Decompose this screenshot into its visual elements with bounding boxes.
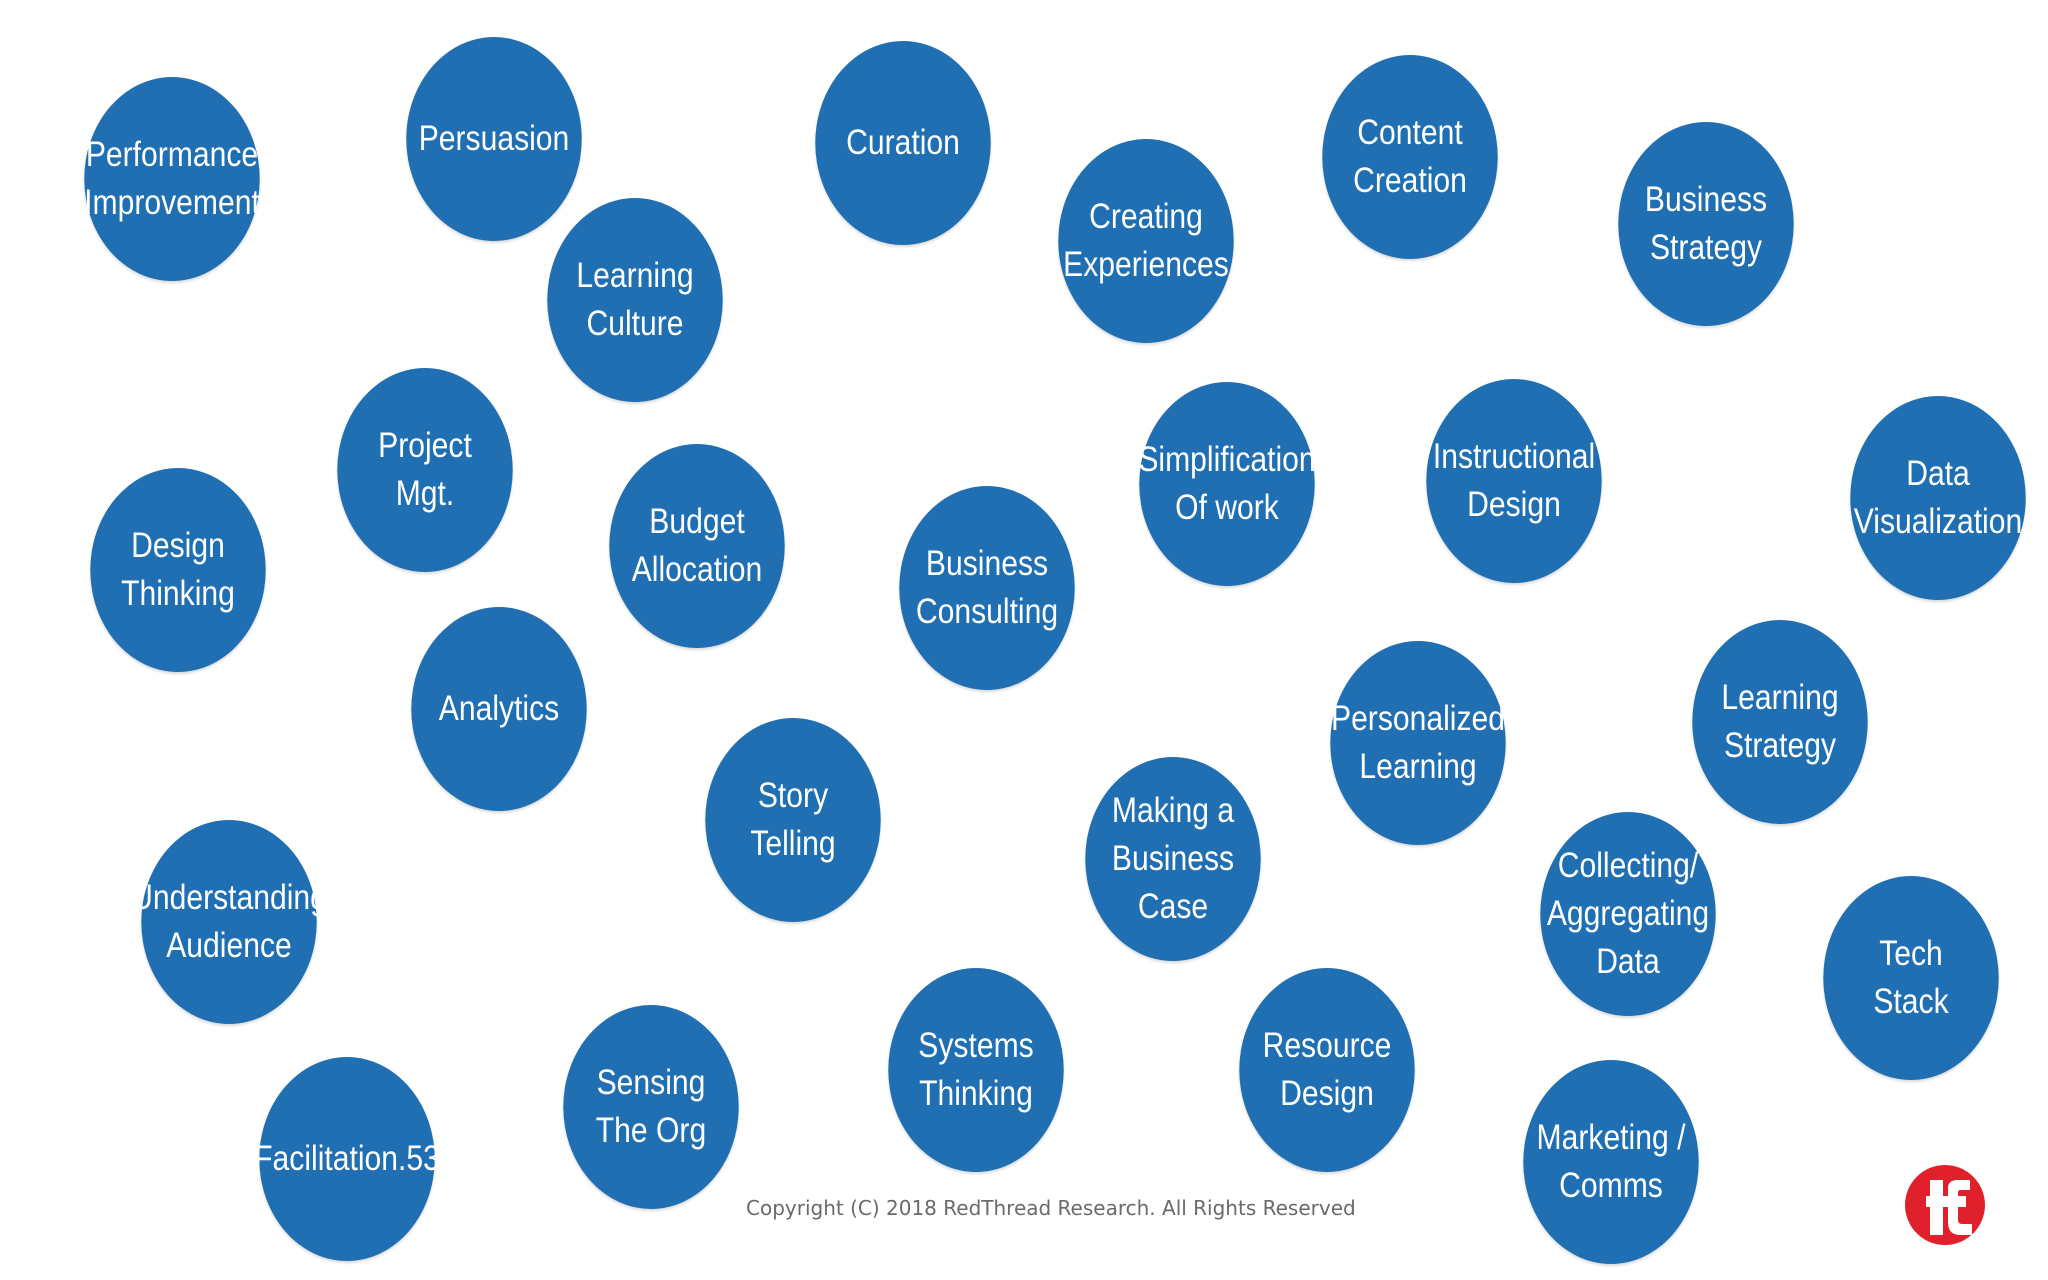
- bubble-project-mgt: Project Mgt.: [337, 368, 513, 572]
- bubble-learning-culture: Learning Culture: [547, 198, 723, 402]
- bubble-design-thinking: Design Thinking: [90, 468, 266, 672]
- bubble-content-creation: Content Creation: [1322, 55, 1498, 259]
- bubble-business-consulting: Business Consulting: [899, 486, 1075, 690]
- bubble-data-visualization: Data Visualization: [1850, 396, 2026, 600]
- redthread-logo-icon: [1905, 1165, 1985, 1245]
- bubble-creating-experiences: Creating Experiences: [1058, 139, 1234, 343]
- bubble-sensing-the-org: Sensing The Org: [563, 1005, 739, 1209]
- bubble-curation: Curation: [815, 41, 991, 245]
- bubble-learning-strategy: Learning Strategy: [1692, 620, 1868, 824]
- bubble-simplification-of-work: Simplification Of work: [1138, 382, 1316, 586]
- bubble-systems-thinking: Systems Thinking: [888, 968, 1064, 1172]
- bubble-budget-allocation: Budget Allocation: [609, 444, 785, 648]
- bubble-persuasion: Persuasion: [406, 37, 582, 241]
- bubble-performance-improvement: Performance Improvement: [84, 77, 260, 281]
- copyright-notice: Copyright (C) 2018 RedThread Research. A…: [746, 1196, 1356, 1220]
- bubble-marketing-comms: Marketing / Comms: [1523, 1060, 1699, 1264]
- bubble-tech-stack: Tech Stack: [1823, 876, 1999, 1080]
- bubble-facilitation: Facilitation.53: [254, 1057, 440, 1261]
- bubble-instructional-design: Instructional Design: [1426, 379, 1602, 583]
- bubble-story-telling: Story Telling: [705, 718, 881, 922]
- bubble-collecting-aggregating-data: Collecting/ Aggregating Data: [1540, 812, 1716, 1016]
- bubble-making-a-business-case: Making a Business Case: [1085, 757, 1261, 961]
- bubble-resource-design: Resource Design: [1239, 968, 1415, 1172]
- bubble-personalized-learning: Personalized Learning: [1330, 641, 1506, 845]
- bubble-understanding-audience: Understanding Audience: [131, 820, 327, 1024]
- bubble-analytics: Analytics: [411, 607, 587, 811]
- bubble-business-strategy: Business Strategy: [1618, 122, 1794, 326]
